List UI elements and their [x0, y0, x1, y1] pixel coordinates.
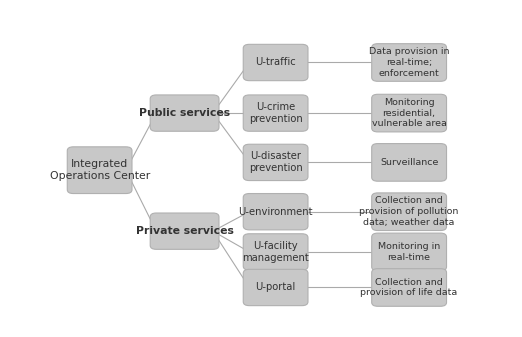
FancyBboxPatch shape: [372, 233, 446, 271]
FancyBboxPatch shape: [243, 234, 308, 270]
FancyBboxPatch shape: [372, 144, 446, 181]
Text: Public services: Public services: [139, 108, 230, 118]
FancyBboxPatch shape: [243, 193, 308, 230]
FancyBboxPatch shape: [243, 44, 308, 81]
FancyBboxPatch shape: [372, 193, 446, 231]
Text: Monitoring in
real-time: Monitoring in real-time: [378, 242, 440, 262]
FancyBboxPatch shape: [150, 95, 219, 131]
Text: Collection and
provision of pollution
data; weather data: Collection and provision of pollution da…: [360, 196, 459, 227]
FancyBboxPatch shape: [243, 95, 308, 131]
Text: U-crime
prevention: U-crime prevention: [249, 102, 302, 124]
Text: U-environment: U-environment: [239, 207, 313, 217]
Text: U-disaster
prevention: U-disaster prevention: [249, 151, 302, 174]
FancyBboxPatch shape: [243, 269, 308, 306]
Text: Data provision in
real-time;
enforcement: Data provision in real-time; enforcement: [369, 47, 449, 78]
Text: U-traffic: U-traffic: [255, 58, 296, 67]
Text: U-portal: U-portal: [255, 282, 296, 293]
FancyBboxPatch shape: [372, 94, 446, 132]
FancyBboxPatch shape: [67, 147, 132, 193]
Text: U-facility
management: U-facility management: [242, 241, 309, 263]
Text: Private services: Private services: [136, 226, 233, 236]
FancyBboxPatch shape: [150, 213, 219, 249]
Text: Surveillance: Surveillance: [380, 158, 438, 167]
Text: Collection and
provision of life data: Collection and provision of life data: [361, 278, 458, 297]
FancyBboxPatch shape: [243, 144, 308, 181]
Text: Monitoring
residential,
vulnerable area: Monitoring residential, vulnerable area: [372, 98, 446, 128]
Text: Integrated
Operations Center: Integrated Operations Center: [50, 159, 150, 181]
FancyBboxPatch shape: [372, 269, 446, 306]
FancyBboxPatch shape: [372, 44, 446, 81]
